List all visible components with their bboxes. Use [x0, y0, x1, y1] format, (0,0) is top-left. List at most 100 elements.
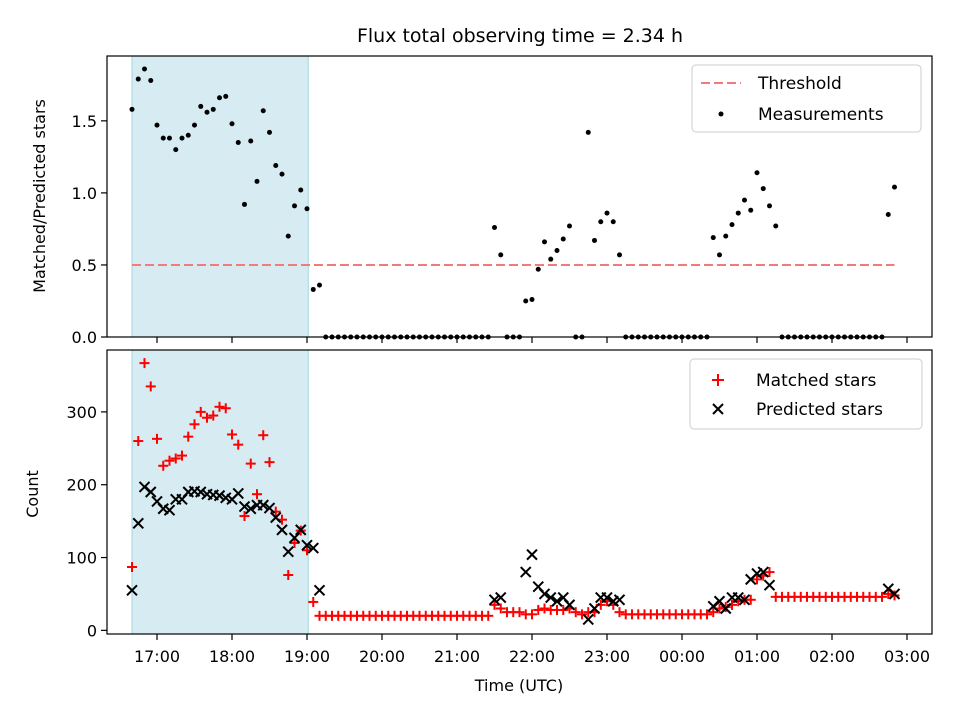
- legend-measurements-label: Measurements: [758, 105, 884, 125]
- measurement-point: [754, 170, 760, 176]
- measurement-point: [198, 103, 204, 109]
- measurement-point: [223, 93, 229, 99]
- x-tick-label: 19:00: [284, 647, 330, 666]
- measurement-point: [135, 76, 141, 82]
- predicted-star-point: [588, 602, 601, 615]
- predicted-stars-points: [126, 481, 901, 626]
- predicted-star-point: [582, 613, 594, 626]
- top-y-tick-label: 0.0: [72, 328, 97, 347]
- predicted-star-point: [488, 594, 501, 606]
- predicted-star-point: [163, 504, 176, 516]
- top-legend: Threshold Measurements: [691, 64, 922, 133]
- matched-star-point: [745, 594, 756, 605]
- measurement-point: [217, 95, 222, 101]
- matched-star-point: [495, 603, 506, 614]
- x-tick-label: 03:00: [884, 647, 930, 666]
- measurement-point: [548, 256, 554, 262]
- predicted-star-point: [232, 487, 244, 500]
- predicted-star-point: [763, 579, 776, 591]
- matched-star-point: [239, 511, 250, 522]
- x-tick-label: 23:00: [584, 647, 630, 666]
- measurement-point: [760, 186, 766, 192]
- top-y-tick-label: 1.5: [72, 112, 97, 131]
- matched-star-point: [289, 537, 300, 548]
- matched-star-point: [220, 403, 231, 414]
- bottom-y-tick-label: 0: [87, 621, 97, 640]
- legend-predicted-label: Predicted stars: [756, 400, 883, 420]
- measurement-point: [535, 266, 541, 272]
- legend-matched-swatch: [712, 374, 724, 386]
- measurement-points: [129, 66, 897, 340]
- predicted-star-point: [276, 524, 288, 536]
- measurement-point: [523, 298, 529, 304]
- measurement-point: [554, 248, 560, 254]
- matched-star-point: [264, 457, 275, 468]
- predicted-star-point: [195, 486, 207, 498]
- bottom-legend-box: [689, 358, 923, 430]
- matched-star-point: [208, 410, 219, 421]
- top-y-ticks: 0.0 0.5 1.0 1.5: [72, 112, 107, 347]
- predicted-star-point: [551, 595, 563, 607]
- measurement-point: [160, 135, 166, 141]
- predicted-star-point: [732, 591, 744, 604]
- matched-star-point: [164, 455, 175, 466]
- predicted-star-point: [288, 532, 301, 544]
- top-y-axis-label: Matched/Predicted stars: [30, 99, 49, 293]
- measurement-point: [154, 122, 160, 128]
- matched-star-point: [145, 381, 156, 392]
- predicted-star-point: [720, 602, 732, 615]
- measurement-point: [617, 252, 622, 258]
- matched-star-point: [152, 433, 162, 444]
- measurement-point: [317, 282, 322, 288]
- matched-star-point: [527, 609, 537, 620]
- bottom-y-tick-label: 100: [66, 549, 97, 568]
- measurement-point: [598, 219, 604, 225]
- measurement-point: [492, 224, 497, 230]
- matched-star-point: [183, 431, 194, 442]
- predicted-star-point: [888, 588, 901, 600]
- measurement-point: [142, 66, 147, 72]
- measurement-point: [210, 106, 216, 112]
- measurement-point: [260, 108, 266, 114]
- legend-threshold-label: Threshold: [757, 74, 842, 94]
- measurement-point: [279, 171, 285, 177]
- measurement-point: [310, 286, 316, 292]
- predicted-star-point: [282, 546, 294, 558]
- measurement-point: [292, 203, 297, 209]
- measurement-point: [235, 139, 241, 145]
- top-axes-frame: [106, 55, 933, 338]
- observing-window-shade: [131, 55, 309, 338]
- matched-star-point: [214, 401, 225, 412]
- observing-window-shade: [131, 349, 309, 635]
- matched-star-point: [158, 460, 169, 471]
- measurement-point: [729, 222, 735, 228]
- predicted-star-point: [520, 566, 532, 578]
- matched-star-point: [139, 358, 150, 369]
- matched-star-point: [614, 607, 625, 618]
- predicted-star-point: [495, 591, 507, 604]
- measurement-point: [748, 207, 754, 213]
- legend-matched-label: Matched stars: [756, 371, 876, 391]
- matched-star-point: [195, 406, 206, 417]
- matched-star-point: [483, 610, 494, 621]
- x-tick-label: 00:00: [659, 647, 705, 666]
- legend-measurements-swatch: [718, 111, 724, 117]
- matched-star-point: [877, 591, 887, 602]
- ratio-panel: 0.0 0.5 1.0 1.5 Matched/Predicted stars Thr…: [30, 55, 933, 347]
- matched-star-point: [489, 599, 500, 610]
- measurement-point: [204, 109, 210, 115]
- bottom-legend: Matched stars Predicted stars: [689, 358, 923, 430]
- measurement-point: [735, 210, 741, 216]
- predicted-star-point: [213, 489, 226, 502]
- measurement-point: [148, 77, 154, 83]
- top-x-ticks: [156, 337, 908, 343]
- measurement-point: [723, 233, 729, 239]
- top-legend-box: [691, 64, 922, 133]
- matched-star-point: [764, 567, 775, 578]
- matched-star-point: [514, 607, 525, 618]
- measurement-point: [185, 132, 191, 138]
- measurement-point: [592, 237, 597, 243]
- predicted-star-point: [545, 591, 557, 604]
- top-y-tick-label: 0.5: [72, 256, 97, 275]
- measurement-point: [254, 178, 260, 184]
